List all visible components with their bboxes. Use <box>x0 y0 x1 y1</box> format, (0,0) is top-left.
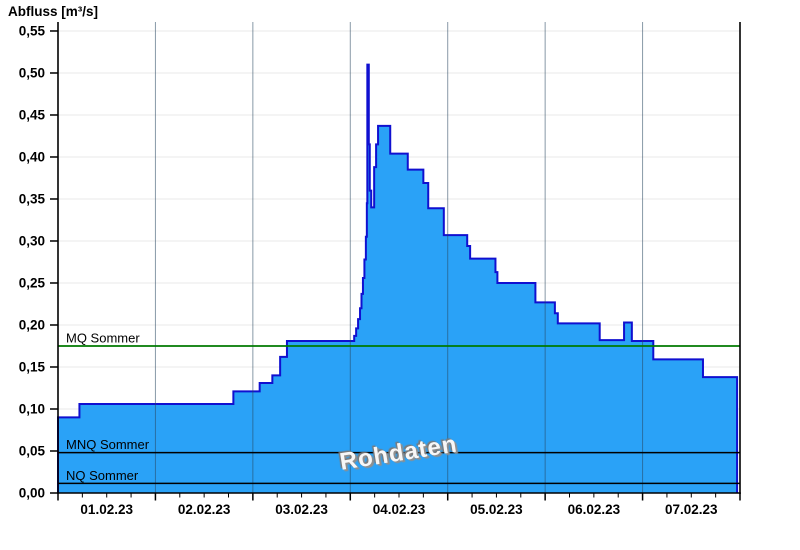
y-tick-label: 0,40 <box>19 149 45 164</box>
tick-labels: 0,00 0,05 0,10 0,15 0,20 0,25 0,30 0,35 0,40 0,45… <box>19 23 718 517</box>
y-tick-label: 0,20 <box>19 317 45 332</box>
reference-line-labels: MQ Sommer MNQ Sommer NQ Sommer <box>66 330 150 482</box>
x-tick-label: 06.02.23 <box>568 502 621 517</box>
axes <box>50 22 741 501</box>
chart-title: Abfluss [m³/s] <box>8 4 99 19</box>
discharge-area-outline <box>57 63 739 493</box>
y-tick-label: 0,05 <box>19 443 46 458</box>
x-tick-label: 05.02.23 <box>470 502 523 517</box>
ref-label-nq-sommer: NQ Sommer <box>66 468 139 483</box>
y-tick-label: 0,55 <box>19 23 46 38</box>
ref-label-mq-sommer: MQ Sommer <box>66 330 140 345</box>
y-tick-label: 0,30 <box>19 233 45 248</box>
y-tick-label: 0,25 <box>19 275 46 290</box>
y-tick-label: 0,35 <box>19 191 46 206</box>
ref-label-mnq-sommer: MNQ Sommer <box>66 437 150 452</box>
y-tick-label: 0,15 <box>19 359 46 374</box>
x-tick-label: 01.02.23 <box>80 502 133 517</box>
vertical-day-gridlines <box>154 22 644 493</box>
x-tick-label: 04.02.23 <box>373 502 426 517</box>
x-tick-label: 02.02.23 <box>178 502 231 517</box>
x-tick-label: 07.02.23 <box>665 502 718 517</box>
y-tick-label: 0,10 <box>19 401 45 416</box>
reference-lines <box>58 345 740 485</box>
y-tick-label: 0,00 <box>19 486 45 501</box>
discharge-area-fill <box>58 64 738 494</box>
x-tick-label: 03.02.23 <box>275 502 328 517</box>
y-tick-label: 0,45 <box>19 107 46 122</box>
y-tick-label: 0,50 <box>19 65 45 80</box>
